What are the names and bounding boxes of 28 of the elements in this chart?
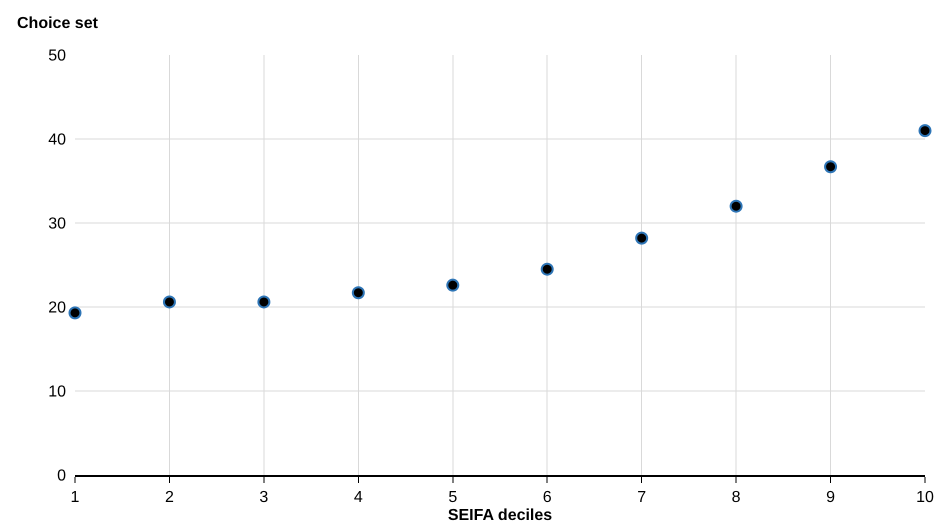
x-tick-label: 1 (70, 488, 80, 506)
x-tick-label: 10 (916, 488, 934, 506)
point (824, 160, 838, 174)
x-tick-label: 3 (259, 488, 268, 506)
x-tick-label: 4 (354, 488, 363, 506)
y-tick-label: 40 (48, 132, 66, 149)
x-axis-title: SEIFA deciles (448, 507, 552, 524)
point (162, 295, 176, 308)
x-tick-label: 9 (826, 488, 836, 506)
y-tick-label: 0 (57, 468, 66, 485)
point (352, 286, 365, 300)
x-tick-label: 6 (542, 488, 552, 506)
x-tick-label: 7 (637, 488, 646, 506)
x-tick-label: 8 (732, 488, 741, 506)
point (68, 306, 82, 320)
y-tick-label: 30 (48, 216, 66, 233)
point (635, 232, 648, 245)
point (540, 262, 554, 276)
point (446, 278, 460, 292)
point (730, 200, 743, 213)
y-tick-label: 20 (48, 300, 66, 317)
x-tick-label: 2 (164, 488, 174, 506)
x-tick-label: 5 (448, 488, 458, 506)
point (257, 295, 270, 308)
y-tick-label: 10 (48, 384, 66, 401)
y-axis-title: Choice set (17, 15, 99, 32)
point (918, 124, 932, 138)
y-tick-label: 50 (48, 48, 66, 65)
